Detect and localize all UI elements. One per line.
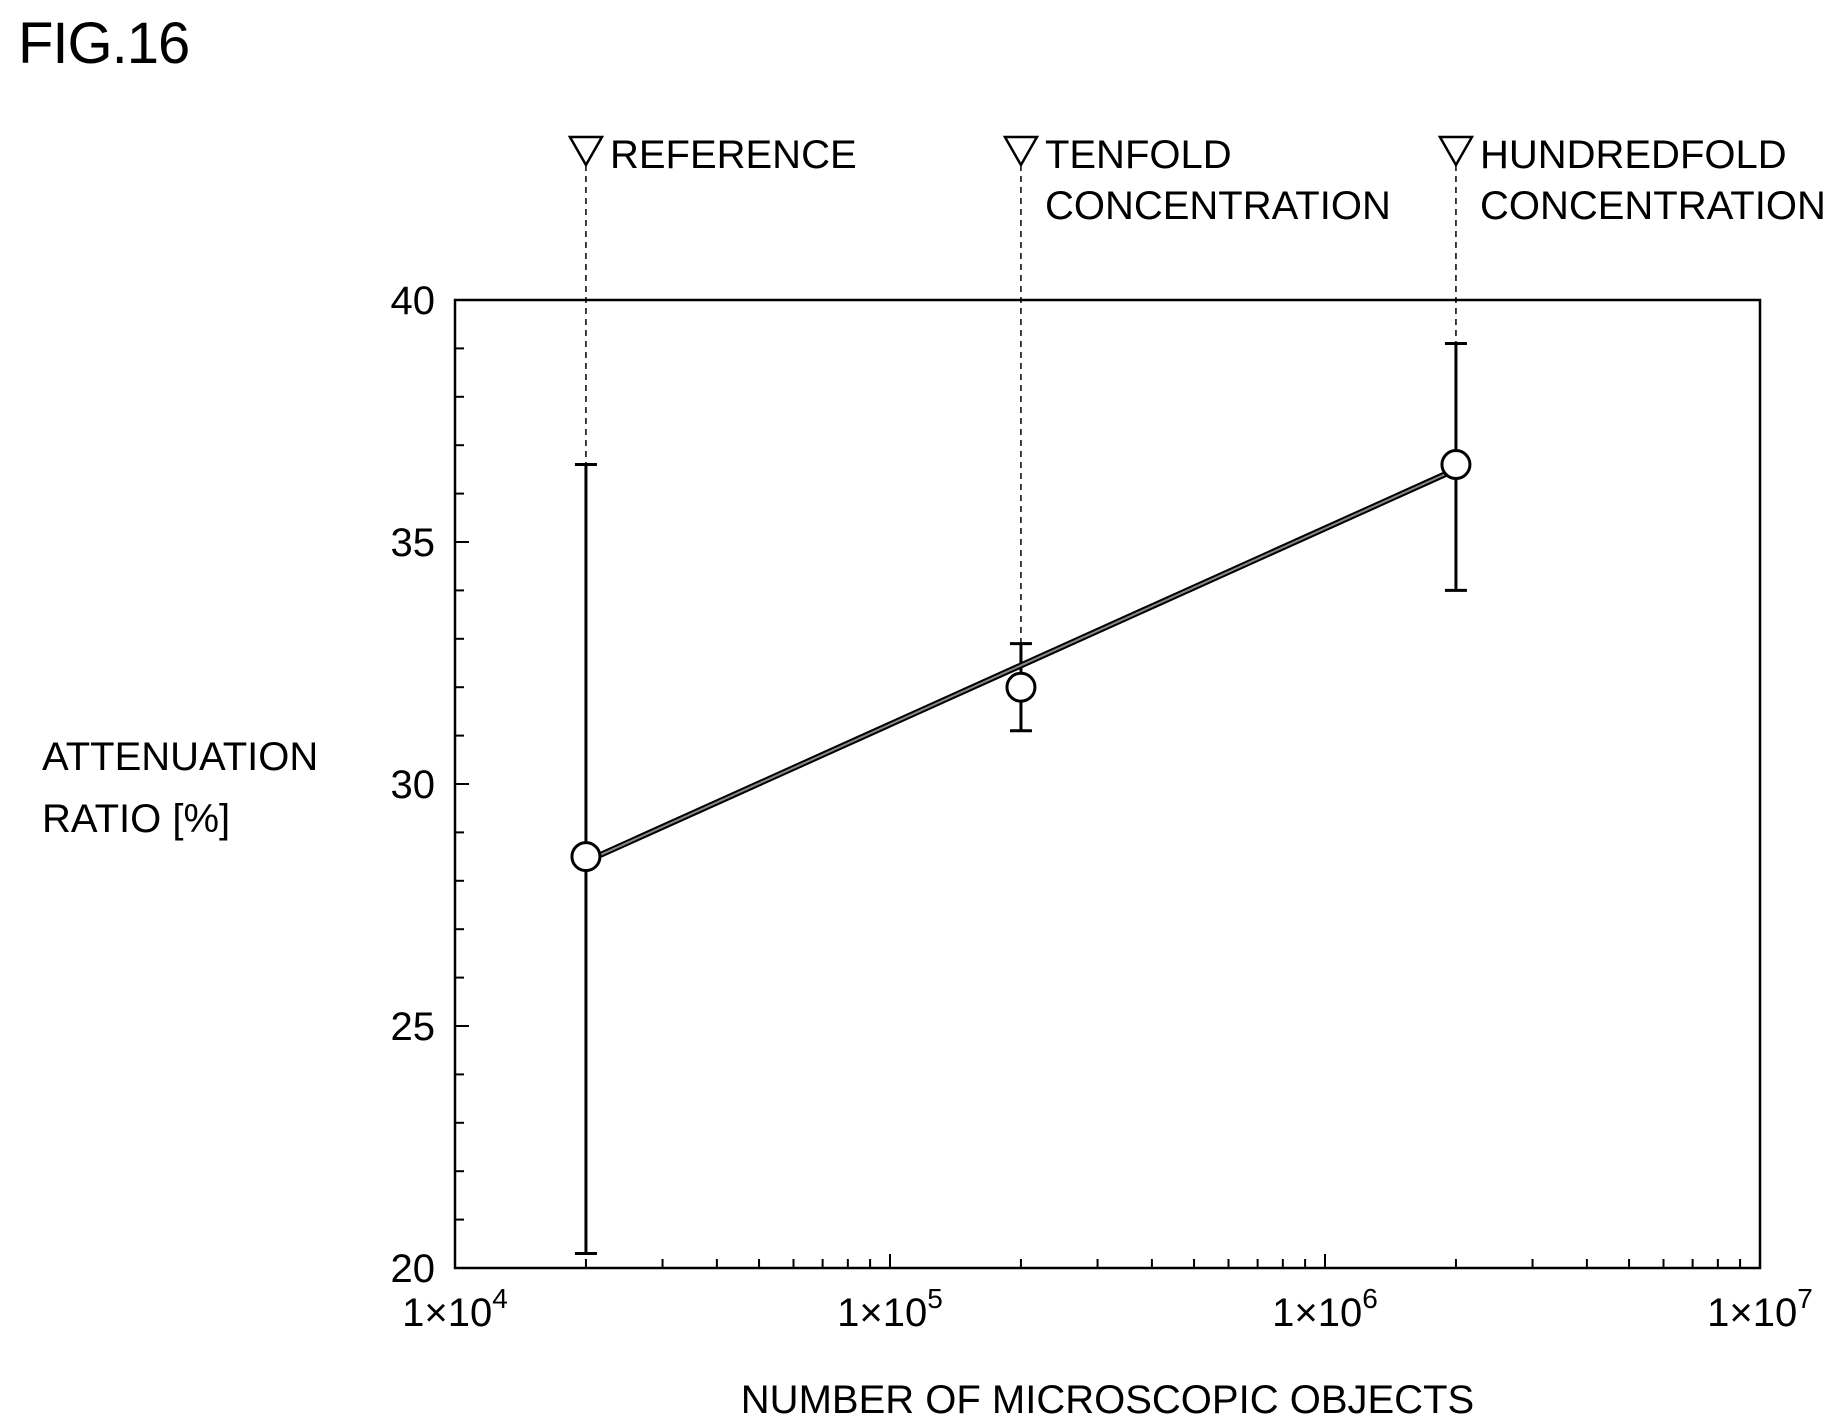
y-tick-label: 20 xyxy=(391,1247,436,1291)
x-tick-label: 1×105 xyxy=(837,1283,943,1335)
plot-border xyxy=(453,298,1762,1270)
y-axis-label: ATTENUATION RATIO [%] xyxy=(42,735,318,841)
minor-ticks xyxy=(454,299,1742,1269)
fit-line-layer xyxy=(582,466,1459,865)
fit-line-highlight xyxy=(585,468,1457,863)
error-bars xyxy=(574,342,1467,1255)
annotation-label: TENFOLD xyxy=(1045,133,1232,177)
y-tick-labels: 20 25 30 35 40 xyxy=(391,279,436,1291)
x-tick-label: 1×106 xyxy=(1272,1283,1378,1335)
plot-frame xyxy=(453,298,1762,1270)
y-tick-label: 30 xyxy=(391,763,436,807)
annotation-label: REFERENCE xyxy=(610,133,857,177)
triangle-marker-icon xyxy=(1437,135,1475,168)
annotation-label: CONCENTRATION xyxy=(1045,184,1391,228)
annotation-label: CONCENTRATION xyxy=(1480,184,1826,228)
markers xyxy=(570,449,1472,873)
y-tick-label: 40 xyxy=(391,279,436,323)
triangle-marker-icon xyxy=(567,135,605,168)
triangle-marker-icon xyxy=(1002,135,1040,168)
x-axis-label: NUMBER OF MICROSCOPIC OBJECTS xyxy=(741,1378,1474,1422)
y-tick-label: 25 xyxy=(391,1005,436,1049)
figure-title: FIG.16 xyxy=(18,11,190,76)
annotation-layer: REFERENCE TENFOLD CONCENTRATION HUNDREDFOLD… xyxy=(567,133,1826,644)
data-point xyxy=(1005,671,1037,703)
y-tick-label: 35 xyxy=(391,521,436,565)
annotation-label: HUNDREDFOLD xyxy=(1480,133,1787,177)
data-point xyxy=(1440,449,1472,481)
x-tick-label: 1×107 xyxy=(1707,1283,1813,1335)
x-tick-label: 1×104 xyxy=(402,1283,508,1335)
x-tick-labels: 1×104 1×105 1×106 1×107 xyxy=(402,1283,1813,1335)
data-point xyxy=(570,841,602,873)
